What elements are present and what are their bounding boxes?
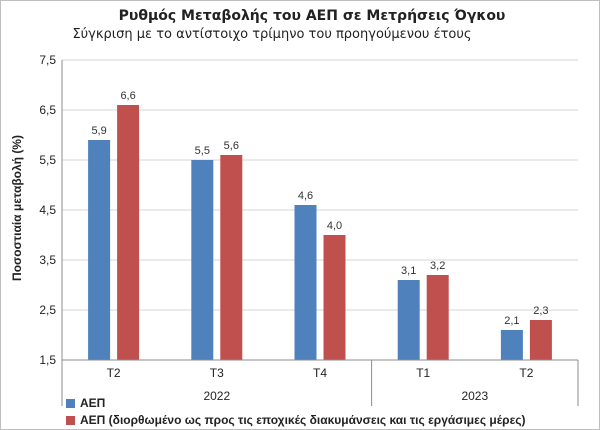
legend-swatch [66,399,75,408]
x-tick-label: T2 [107,366,121,380]
x-group-label: 2023 [461,389,488,403]
y-tick-label: 5,5 [39,153,56,167]
y-tick-label: 1,5 [39,353,56,367]
x-tick-label: T3 [210,366,224,380]
chart-subtitle: Σύγκριση με το αντίστοιχο τρίμηνο του πρ… [72,27,471,42]
x-axis: T2 T3 T4 T1 T2 2022 2023 [61,60,579,406]
data-label: 2,3 [533,305,548,317]
data-label: 4,6 [298,190,313,202]
bar-gdp [88,140,111,360]
data-label: 4,0 [327,220,342,232]
bar-gdp-adjusted [117,105,140,360]
data-label: 2,1 [504,315,519,327]
bar-gdp [500,330,523,360]
bar-gdp [191,160,214,360]
data-label: 3,1 [401,265,416,277]
data-label: 6,6 [120,90,135,102]
data-labels: 5,9 6,6 5,5 5,6 4,6 4,0 3,1 3,2 2,1 2,3 [91,90,548,327]
data-label: 3,2 [430,260,445,272]
gridlines [62,59,578,311]
bar-gdp-adjusted [529,320,552,360]
y-tick-label: 3,5 [39,253,56,267]
y-tick-label: 4,5 [39,203,56,217]
bar-gdp-adjusted [426,275,449,360]
legend-swatch [66,416,75,425]
legend-label: ΑΕΠ (διορθωμένο ως προς τις εποχικές δια… [80,413,526,427]
y-tick-label: 2,5 [39,303,56,317]
bar-gdp [397,280,420,360]
y-axis-ticks: 1,5 2,5 3,5 4,5 5,5 6,5 7,5 [39,53,56,367]
chart-title: Ρυθμός Μεταβολής του ΑΕΠ σε Μετρήσεις Όγ… [119,8,506,24]
data-label: 5,6 [224,140,239,152]
legend: ΑΕΠ ΑΕΠ (διορθωμένο ως προς τις εποχικές … [66,396,526,427]
bar-gdp-adjusted [220,155,243,360]
legend-label: ΑΕΠ [80,396,105,410]
y-axis-label: Ποσοστιαία μεταβολή (%) [10,135,24,281]
data-label: 5,9 [91,125,106,137]
bar-gdp [294,205,317,360]
x-tick-label: T1 [416,366,430,380]
x-group-label: 2022 [203,389,230,403]
bars [88,105,552,360]
bar-gdp-adjusted [323,235,346,360]
x-tick-label: T4 [313,366,327,380]
y-tick-label: 6,5 [39,103,56,117]
x-tick-label: T2 [519,366,533,380]
data-label: 5,5 [195,145,210,157]
y-tick-label: 7,5 [39,53,56,67]
